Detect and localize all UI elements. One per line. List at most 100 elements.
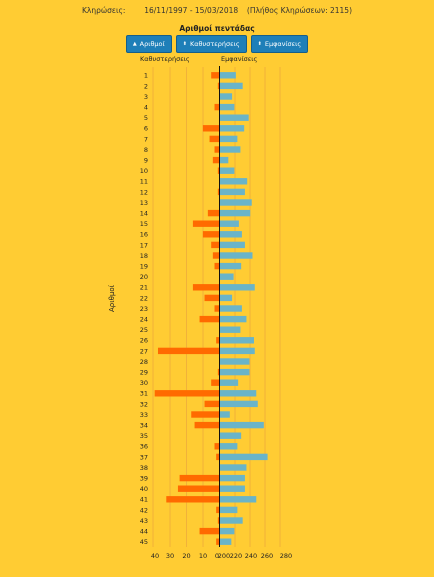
appearance-bar	[220, 146, 241, 153]
category-label: 36	[140, 443, 148, 451]
delay-bar	[212, 252, 220, 259]
delay-bar	[154, 390, 220, 397]
sort-buttons: ▲ Αριθμοί ⬍ Καθυστερήσεις ⬍ Εμφανίσεις	[0, 35, 434, 53]
appearance-bar	[220, 527, 235, 535]
category-label: 23	[140, 305, 148, 313]
appearance-bar	[220, 156, 229, 164]
right-tick-label: 280	[280, 552, 292, 560]
category-label: 18	[140, 252, 148, 260]
category-label: 24	[140, 316, 148, 324]
category-label: 28	[140, 358, 148, 366]
appearance-bar	[220, 390, 257, 397]
appearance-bar	[220, 432, 242, 439]
category-label: 33	[140, 411, 148, 419]
category-label: 40	[140, 485, 148, 493]
category-label: 45	[140, 538, 148, 546]
delay-bar	[199, 315, 220, 323]
category-label: 27	[140, 347, 148, 355]
category-label: 37	[140, 453, 148, 461]
draws-date-range: 16/11/1997 - 15/03/2018	[144, 6, 239, 15]
delay-bar	[216, 337, 220, 344]
panel-title: Αριθμοί πεντάδας	[179, 24, 255, 33]
delay-bar	[214, 146, 220, 153]
appearance-bar	[220, 347, 255, 355]
sort-delays-label: Καθυστερήσεις	[189, 40, 240, 48]
category-label: 32	[140, 400, 148, 408]
category-label: 41	[140, 496, 148, 504]
delay-bar	[192, 220, 220, 227]
category-label: 7	[144, 135, 148, 143]
delay-bar	[202, 231, 220, 238]
category-label: 38	[140, 464, 148, 472]
category-label: 1	[144, 72, 148, 80]
left-series-title: Καθυστερήσεις	[140, 55, 190, 63]
appearance-bar	[220, 474, 245, 482]
left-tick-label: 0	[215, 552, 219, 560]
delay-bar	[214, 262, 220, 270]
appearance-bar	[220, 496, 257, 503]
right-tick-label: 260	[261, 552, 273, 560]
appearance-bar	[220, 167, 235, 174]
updown-arrow-icon: ⬍	[257, 41, 262, 47]
category-label: 29	[140, 369, 148, 377]
delay-bar	[157, 347, 220, 355]
delay-bar	[214, 305, 220, 312]
category-label: 9	[144, 157, 148, 165]
left-tick-label: 30	[166, 552, 174, 560]
appearance-bar	[220, 421, 264, 429]
appearance-bar	[220, 411, 230, 418]
category-label: 13	[140, 199, 148, 207]
appearance-bar	[220, 337, 254, 344]
appearance-bar	[220, 273, 234, 280]
category-label: 30	[140, 379, 148, 387]
category-label: 16	[140, 231, 148, 239]
delay-bar	[191, 411, 220, 418]
appearance-bar	[220, 199, 252, 206]
appearance-bar	[220, 443, 238, 450]
category-label: 12	[140, 188, 148, 196]
delay-bar	[216, 538, 220, 545]
category-label: 17	[140, 241, 148, 249]
category-label: 11	[140, 178, 148, 186]
appearance-bar	[220, 220, 239, 227]
delay-bar	[216, 506, 220, 514]
delay-bar	[202, 125, 220, 132]
appearance-bar	[220, 209, 251, 217]
delay-bar	[211, 379, 220, 386]
draws-header: Κληρώσεις: 16/11/1997 - 15/03/2018 (Πλήθ…	[0, 6, 434, 15]
left-tick-label: 20	[182, 552, 190, 560]
delay-bar	[177, 485, 220, 492]
sort-appearances-button[interactable]: ⬍ Εμφανίσεις	[250, 35, 309, 53]
appearance-bar	[220, 178, 248, 185]
delay-bar	[179, 474, 220, 482]
appearance-bar	[220, 379, 239, 386]
sort-appearances-label: Εμφανίσεις	[264, 40, 302, 48]
category-label: 3	[144, 93, 148, 101]
category-label: 15	[140, 220, 148, 228]
appearance-bar	[220, 262, 242, 270]
delay-bar	[204, 294, 220, 302]
category-label: 20	[140, 273, 148, 281]
left-tick-label: 10	[199, 552, 207, 560]
appearance-bar	[220, 114, 249, 121]
sort-numbers-label: Αριθμοί	[139, 40, 165, 48]
delay-bar	[217, 82, 220, 90]
delay-bar	[166, 496, 220, 503]
category-label: 14	[140, 210, 148, 218]
delay-bar	[217, 517, 220, 524]
sort-numbers-button[interactable]: ▲ Αριθμοί	[125, 35, 172, 53]
delay-bar	[217, 167, 220, 174]
delay-bar	[214, 443, 220, 450]
category-label: 19	[140, 263, 148, 271]
right-tick-label: 240	[245, 552, 257, 560]
appearance-bar	[220, 284, 255, 291]
delay-bar	[211, 241, 220, 249]
right-tick-label: 220	[230, 552, 242, 560]
appearance-bar	[220, 315, 247, 323]
appearance-bar	[220, 506, 238, 514]
right-tick-label: 200	[218, 552, 230, 560]
sort-delays-button[interactable]: ⬍ Καθυστερήσεις	[175, 35, 247, 53]
delay-bar	[192, 284, 220, 291]
appearance-bar	[220, 188, 245, 196]
